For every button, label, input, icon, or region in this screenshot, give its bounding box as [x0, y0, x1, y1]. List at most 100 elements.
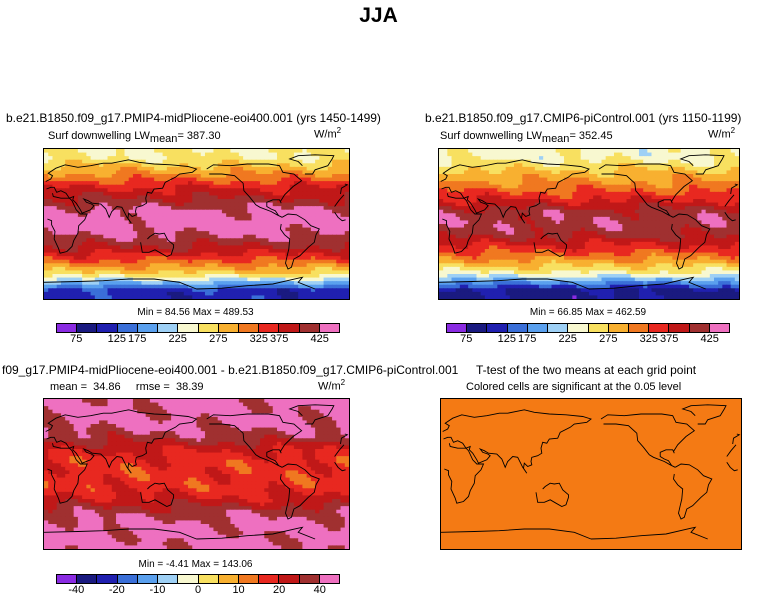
- grid-cell: [183, 191, 189, 197]
- grid-cell: [323, 277, 329, 282]
- grid-cell: [204, 274, 210, 279]
- grid-cell: [701, 234, 707, 239]
- grid-cell: [73, 220, 79, 225]
- grid-cell: [73, 216, 79, 222]
- grid-cell: [44, 227, 49, 232]
- grid-cell: [188, 199, 193, 204]
- grid-cell: [672, 152, 678, 157]
- grid-cell: [247, 241, 253, 247]
- grid-cell: [90, 231, 96, 236]
- grid-cell: [99, 213, 104, 218]
- grid-cell: [82, 281, 87, 286]
- grid-cell: [497, 188, 503, 193]
- grid-cell: [664, 231, 669, 236]
- grid-cell: [302, 259, 308, 264]
- grid-cell: [589, 199, 594, 204]
- grid-cell: [175, 213, 181, 218]
- grid-cell: [726, 216, 732, 222]
- grid-cell: [518, 174, 523, 179]
- grid-cell: [120, 274, 126, 279]
- grid-cell: [472, 234, 478, 239]
- grid-cell: [480, 231, 486, 236]
- grid-cell: [77, 288, 83, 293]
- colorbar-cell: [259, 324, 280, 332]
- grid-cell: [171, 259, 176, 264]
- grid-cell: [655, 191, 661, 197]
- grid-cell: [247, 256, 253, 261]
- grid-cell: [484, 231, 490, 236]
- grid-cell: [196, 224, 202, 229]
- grid-cell: [497, 184, 503, 189]
- grid-cell: [103, 191, 109, 197]
- grid-cell: [518, 149, 523, 154]
- grid-cell: [589, 202, 594, 207]
- grid-cell: [260, 231, 265, 236]
- grid-cell: [77, 206, 83, 211]
- grid-cell: [298, 166, 304, 172]
- grid-cell: [630, 163, 636, 168]
- grid-cell: [340, 220, 346, 225]
- grid-cell: [555, 156, 561, 161]
- grid-cell: [77, 266, 83, 272]
- grid-cell: [493, 238, 498, 243]
- grid-cell: [162, 216, 168, 222]
- grid-cell: [559, 206, 565, 211]
- grid-cell: [684, 202, 690, 207]
- grid-cell: [718, 170, 723, 175]
- grid-cell: [555, 234, 561, 239]
- grid-cell: [111, 263, 117, 268]
- grid-cell: [44, 184, 49, 189]
- grid-cell: [77, 181, 83, 186]
- grid-cell: [60, 156, 66, 161]
- grid-cell: [651, 220, 657, 225]
- grid-cell: [319, 156, 325, 161]
- grid-cell: [217, 213, 223, 218]
- grid-cell: [714, 234, 719, 239]
- grid-cell: [451, 241, 457, 247]
- grid-cell: [99, 238, 104, 243]
- grid-cell: [722, 163, 728, 168]
- grid-cell: [141, 288, 147, 293]
- grid-cell: [268, 206, 274, 211]
- grid-cell: [255, 188, 261, 193]
- grid-cell: [564, 227, 569, 232]
- grid-cell: [255, 181, 261, 186]
- grid-cell: [90, 288, 96, 293]
- grid-cell: [734, 238, 739, 243]
- grid-cell: [315, 263, 320, 268]
- grid-cell: [204, 291, 210, 297]
- grid-cell: [99, 174, 104, 179]
- grid-cell: [111, 184, 117, 189]
- grid-cell: [255, 249, 261, 254]
- grid-cell: [472, 238, 478, 243]
- grid-cell: [213, 209, 219, 214]
- grid-cell: [196, 249, 202, 254]
- grid-cell: [501, 231, 507, 236]
- grid-cell: [684, 177, 690, 182]
- grid-cell: [132, 156, 138, 161]
- grid-cell: [281, 249, 287, 254]
- grid-cell: [327, 234, 333, 239]
- grid-cell: [116, 199, 121, 204]
- grid-cell: [518, 231, 523, 236]
- grid-cell: [332, 174, 337, 179]
- grid-cell: [580, 234, 586, 239]
- grid-cell: [120, 252, 126, 257]
- grid-cell: [584, 149, 590, 154]
- grid-cell: [668, 234, 673, 239]
- grid-cell: [44, 195, 49, 200]
- grid-cell: [505, 234, 511, 239]
- grid-cell: [659, 227, 665, 232]
- grid-cell: [260, 159, 265, 164]
- grid-cell: [526, 195, 532, 200]
- coastline-australia: [140, 232, 175, 257]
- grid-cell: [514, 166, 519, 172]
- grid-cell: [77, 291, 83, 297]
- grid-cell: [618, 209, 623, 214]
- grid-cell: [306, 256, 312, 261]
- grid-cell: [680, 195, 686, 200]
- grid-cell: [701, 184, 707, 189]
- grid-cell: [204, 174, 210, 179]
- grid-cell: [639, 184, 644, 189]
- grid-cell: [344, 206, 349, 211]
